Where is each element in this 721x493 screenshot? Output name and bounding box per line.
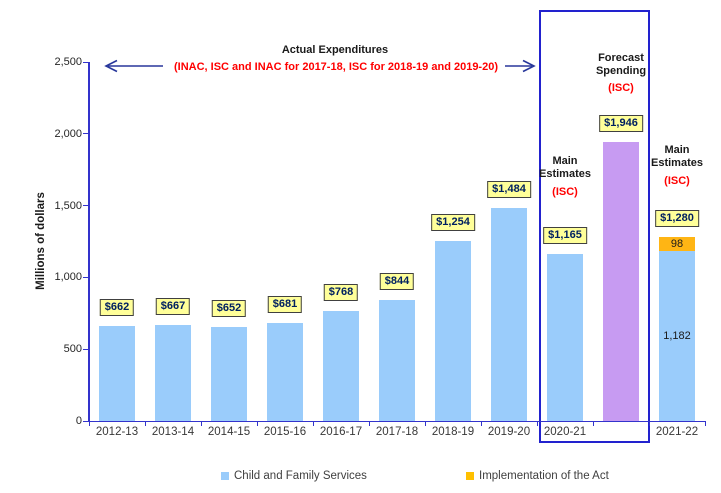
x-category-label: 2020-21 bbox=[543, 426, 587, 438]
bar-value-label: $1,946 bbox=[599, 114, 643, 132]
bar-segment-cfs-2020-21 bbox=[547, 253, 583, 421]
x-tick-mark bbox=[648, 421, 650, 426]
bar-inner-value-label: 1,182 bbox=[663, 330, 691, 343]
x-tick-mark bbox=[200, 421, 202, 426]
y-tick-mark bbox=[83, 133, 88, 135]
main-estimates-2021-isc: (ISC) bbox=[664, 175, 690, 187]
x-tick-mark bbox=[592, 421, 594, 426]
bar-segment-cfs-2015-16 bbox=[267, 323, 303, 421]
bar-segment-cfs-2016-17 bbox=[323, 310, 359, 421]
actual-expenditures-title: Actual Expenditures bbox=[281, 44, 389, 56]
x-category-label: 2015-16 bbox=[263, 426, 307, 438]
legend-swatch-blue-icon bbox=[221, 472, 229, 480]
bar-segment-cfs-2012-13 bbox=[99, 325, 135, 421]
x-category-label: 2021-22 bbox=[655, 426, 699, 438]
x-category-label: 2012-13 bbox=[95, 426, 139, 438]
y-tick-label: 0 bbox=[75, 415, 82, 427]
x-category-label: 2016-17 bbox=[319, 426, 363, 438]
y-tick-mark bbox=[83, 276, 88, 279]
forecast-spending-isc: (ISC) bbox=[608, 82, 634, 94]
right-arrow-icon bbox=[505, 59, 536, 73]
bar-segment-cfs-2013-14 bbox=[155, 325, 191, 421]
y-tick-mark bbox=[83, 348, 88, 350]
x-category-label: 2014-15 bbox=[207, 426, 251, 438]
bar-segment-cfs-2019-20 bbox=[491, 207, 527, 421]
legend-label: Implementation of the Act bbox=[479, 470, 609, 482]
x-category-label: 2018-19 bbox=[431, 426, 475, 438]
actual-expenditures-subtitle: (INAC, ISC and INAC for 2017-18, ISC for… bbox=[174, 61, 498, 73]
bar-value-label: $681 bbox=[267, 296, 303, 314]
x-tick-mark bbox=[704, 421, 706, 426]
bar-value-label: $652 bbox=[211, 300, 247, 318]
main-estimates-2021-title: Main Estimates bbox=[651, 144, 703, 169]
y-tick-mark bbox=[83, 420, 88, 422]
bar-value-label: $1,254 bbox=[431, 213, 475, 231]
forecast-highlight-box bbox=[539, 10, 650, 443]
legend-item-implementation-of-the-act: Implementation of the Act bbox=[466, 468, 609, 484]
x-tick-mark bbox=[424, 421, 426, 426]
x-category-label: 2019-20 bbox=[487, 426, 531, 438]
x-category-label: 2017-18 bbox=[375, 426, 419, 438]
x-tick-mark bbox=[312, 421, 314, 426]
x-tick-mark bbox=[88, 421, 90, 426]
legend-label: Child and Family Services bbox=[234, 470, 367, 482]
legend-swatch-orange-icon bbox=[466, 472, 474, 480]
bar-segment-forecast-forecast bbox=[603, 141, 639, 421]
y-tick-mark bbox=[83, 61, 88, 63]
x-tick-mark bbox=[536, 421, 538, 426]
legend-item-child-and-family-services: Child and Family Services bbox=[221, 468, 367, 484]
bar-value-label: $1,280 bbox=[655, 210, 699, 228]
bar-value-label: $1,484 bbox=[487, 180, 531, 198]
bar-value-label: $768 bbox=[323, 283, 359, 301]
y-tick-label: 1,500 bbox=[54, 199, 82, 212]
x-axis-line bbox=[88, 420, 706, 422]
x-tick-mark bbox=[256, 421, 258, 426]
x-tick-mark bbox=[368, 421, 370, 426]
y-tick-label: 500 bbox=[63, 343, 82, 356]
left-arrow-icon bbox=[104, 59, 163, 73]
bar-segment-cfs-2018-19 bbox=[435, 240, 471, 421]
y-tick-label: 1,000 bbox=[54, 271, 82, 284]
y-tick-label: 2,500 bbox=[54, 56, 82, 68]
main-estimates-2020-isc: (ISC) bbox=[552, 186, 578, 198]
bar-inner-value-label: 98 bbox=[670, 238, 684, 251]
x-tick-mark bbox=[480, 421, 482, 426]
bar-segment-cfs-2021-22 bbox=[659, 251, 695, 421]
main-estimates-2020-title: Main Estimates bbox=[539, 155, 591, 180]
bar-segment-act-2021-22 bbox=[659, 237, 695, 252]
y-tick-label: 2,000 bbox=[54, 127, 82, 140]
bar-value-label: $662 bbox=[99, 298, 135, 316]
bar-segment-cfs-2014-15 bbox=[211, 327, 247, 421]
x-tick-mark bbox=[144, 421, 146, 426]
bar-value-label: $1,165 bbox=[543, 226, 587, 244]
y-tick-mark bbox=[83, 205, 88, 207]
bar-segment-cfs-2017-18 bbox=[379, 299, 415, 421]
bar-value-label: $667 bbox=[155, 298, 191, 316]
bar-value-label: $844 bbox=[379, 272, 415, 290]
x-category-label: 2013-14 bbox=[151, 426, 195, 438]
forecast-spending-title: Forecast Spending bbox=[595, 52, 647, 77]
y-axis-line bbox=[88, 62, 90, 421]
